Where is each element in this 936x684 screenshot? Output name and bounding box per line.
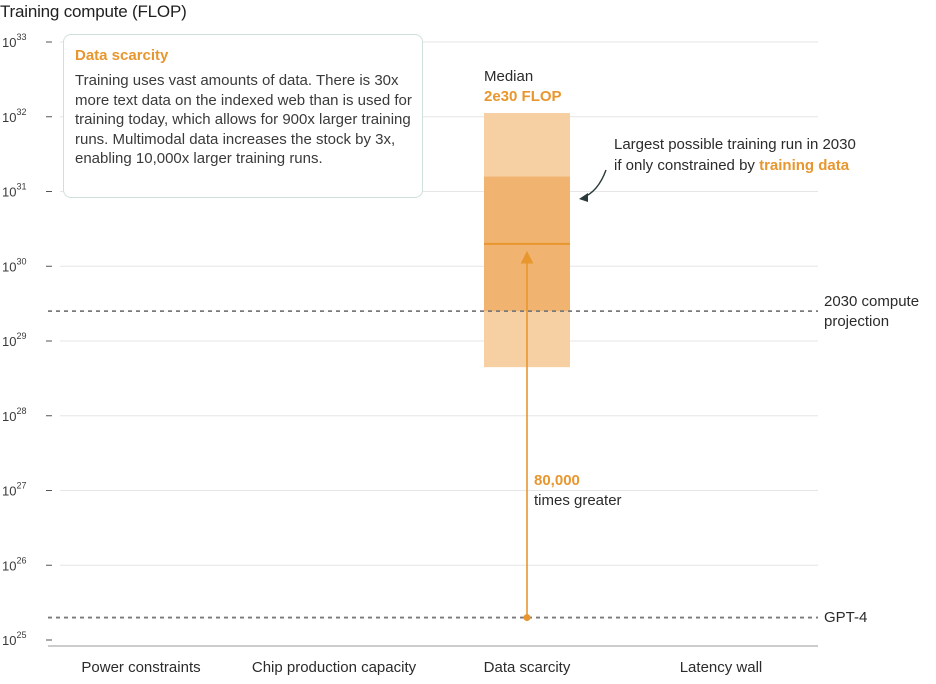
y-tick-label: 1030 xyxy=(2,256,26,274)
annotation-highlight: training data xyxy=(759,157,850,174)
multiplier-text: times greater xyxy=(534,492,622,509)
y-tick-label: 1032 xyxy=(2,107,26,125)
callout-title: Data scarcity xyxy=(75,47,169,64)
constraint-annotation: Largest possible training run in 2030 if… xyxy=(614,134,914,176)
median-label: Median xyxy=(484,68,534,85)
x-category-label: Power constraints xyxy=(81,659,200,676)
y-tick-label: 1029 xyxy=(2,331,26,349)
callout-body: Training uses vast amounts of data. Ther… xyxy=(75,72,412,167)
y-tick-label: 1031 xyxy=(2,182,26,200)
annotation-arrowhead xyxy=(579,193,588,202)
y-tick-label: 1027 xyxy=(2,481,26,499)
y-tick-label: 1025 xyxy=(2,630,26,648)
annotation-line1: Largest possible training run in 2030 xyxy=(614,136,856,153)
y-tick-label: 1028 xyxy=(2,406,26,424)
projection-label-line1: 2030 compute xyxy=(824,293,920,310)
x-category-label: Latency wall xyxy=(680,659,763,676)
annotation-arrow xyxy=(581,169,607,199)
callout-box: Data scarcity Training uses vast amounts… xyxy=(63,34,423,198)
chart-title: Training compute (FLOP) xyxy=(0,2,187,21)
projection-label-line2: projection xyxy=(824,313,890,330)
median-value: 2e30 FLOP xyxy=(484,88,562,105)
gpt4-label: GPT-4 xyxy=(824,609,868,626)
projection-label: 2030 compute projection xyxy=(824,292,934,332)
multiplier-value: 80,000 xyxy=(534,472,580,489)
x-category-label: Data scarcity xyxy=(484,659,571,676)
gpt4-point xyxy=(523,614,531,622)
annotation-line2-prefix: if only constrained by xyxy=(614,157,760,174)
x-category-label: Chip production capacity xyxy=(252,659,417,676)
y-tick-label: 1033 xyxy=(2,32,26,50)
y-tick-label: 1026 xyxy=(2,555,26,573)
